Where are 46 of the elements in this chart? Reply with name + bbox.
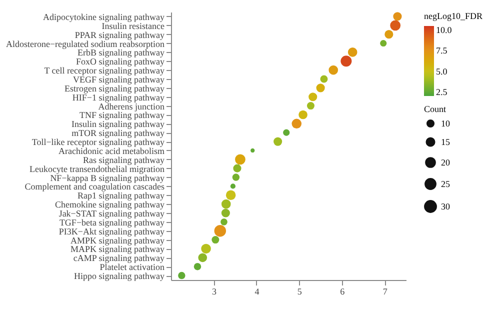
x-tick-label: 6 (340, 286, 346, 296)
y-tick-label: HIF−1 signaling pathway (72, 92, 165, 102)
color-bar-label: 5.0 (436, 66, 448, 76)
y-tick-label: Hippo signaling pathway (74, 271, 165, 282)
legend-label: 15 (441, 137, 450, 147)
y-tick-label: Rap1 signaling pathway (78, 190, 165, 201)
y-tick-label: Insulin signaling pathway (72, 119, 165, 130)
y-tick-label: Jak−STAT signaling pathway (58, 208, 165, 218)
y-tick-label: PI3K−Akt signaling pathway (58, 226, 165, 236)
legend-title: Count (424, 104, 447, 114)
x-tick-label: 7 (382, 286, 388, 296)
legend-label: 30 (441, 202, 450, 212)
y-tick-label: Adipocytokine signaling pathway (43, 12, 165, 22)
y-tick-label: NF−kappa B signaling pathway (50, 172, 165, 183)
y-tick-label: TNF signaling pathway (80, 110, 165, 120)
y-tick-label: Ras signaling pathway (83, 154, 165, 165)
color-bar-title: negLog10_FDR (424, 11, 482, 21)
x-tick-label: 3 (212, 286, 217, 296)
y-tick-label: mTOR signaling pathway (72, 128, 165, 138)
y-tick-label: PPAR signaling pathway (74, 30, 165, 40)
y-tick-label: Toll−like receptor signaling pathway (32, 137, 165, 148)
color-bar-label: 7.5 (436, 46, 448, 56)
y-tick-label: Aldosterone−regulated sodium reabsorption (6, 38, 165, 49)
y-tick-label: Insulin resistance (102, 20, 165, 31)
y-tick-label: T cell receptor signaling pathway (44, 66, 165, 76)
y-tick-label: Platelet activation (100, 262, 165, 272)
legend-label: 25 (441, 179, 450, 189)
y-tick-label: Complement and coagulation cascades (24, 182, 165, 192)
y-tick-label: MAPK signaling pathway (70, 244, 165, 254)
y-tick-label: Leukocyte transendothelial migration (30, 164, 165, 174)
y-tick-label: Arachidonic acid metabolism (58, 146, 164, 156)
color-bar-label: 2.5 (436, 86, 448, 97)
y-tick-label: FoxO signaling pathway (76, 56, 165, 67)
color-bar-label: 10.0 (436, 25, 452, 36)
y-tick-label: AMPK signaling pathway (70, 235, 165, 246)
y-tick-label: cAMP signaling pathway (73, 253, 165, 264)
legend-label: 10 (441, 118, 450, 128)
x-tick-label: 4 (254, 286, 260, 296)
y-tick-label: Chemokine signaling pathway (55, 200, 165, 210)
y-tick-label: VEGF signaling pathway (73, 74, 165, 84)
y-tick-label: ErbB signaling pathway (78, 48, 165, 58)
y-tick-label: TGF−beta signaling pathway (59, 217, 165, 228)
y-tick-label: Estrogen signaling pathway (64, 83, 165, 94)
legend-label: 20 (441, 158, 450, 168)
y-tick-label: Adherens junction (98, 101, 165, 112)
x-tick-label: 5 (297, 286, 302, 296)
